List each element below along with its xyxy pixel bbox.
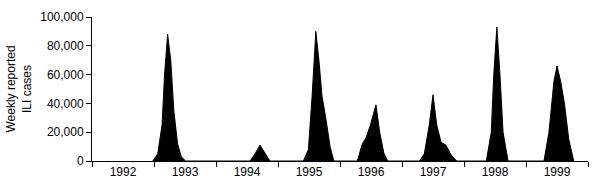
svg-text:1996: 1996 — [358, 165, 385, 179]
svg-text:1997: 1997 — [420, 165, 447, 179]
svg-text:0: 0 — [77, 154, 84, 168]
svg-text:100,000: 100,000 — [40, 10, 84, 24]
svg-text:60,000: 60,000 — [47, 68, 84, 82]
svg-text:1995: 1995 — [296, 165, 323, 179]
svg-text:1992: 1992 — [110, 165, 137, 179]
svg-text:40,000: 40,000 — [47, 97, 84, 111]
svg-text:20,000: 20,000 — [47, 125, 84, 139]
svg-text:1993: 1993 — [172, 165, 199, 179]
svg-text:1998: 1998 — [482, 165, 509, 179]
svg-text:1994: 1994 — [234, 165, 261, 179]
svg-text:1999: 1999 — [544, 165, 571, 179]
svg-text:80,000: 80,000 — [47, 39, 84, 53]
svg-text:Weekly reportedILI cases: Weekly reportedILI cases — [4, 45, 34, 132]
